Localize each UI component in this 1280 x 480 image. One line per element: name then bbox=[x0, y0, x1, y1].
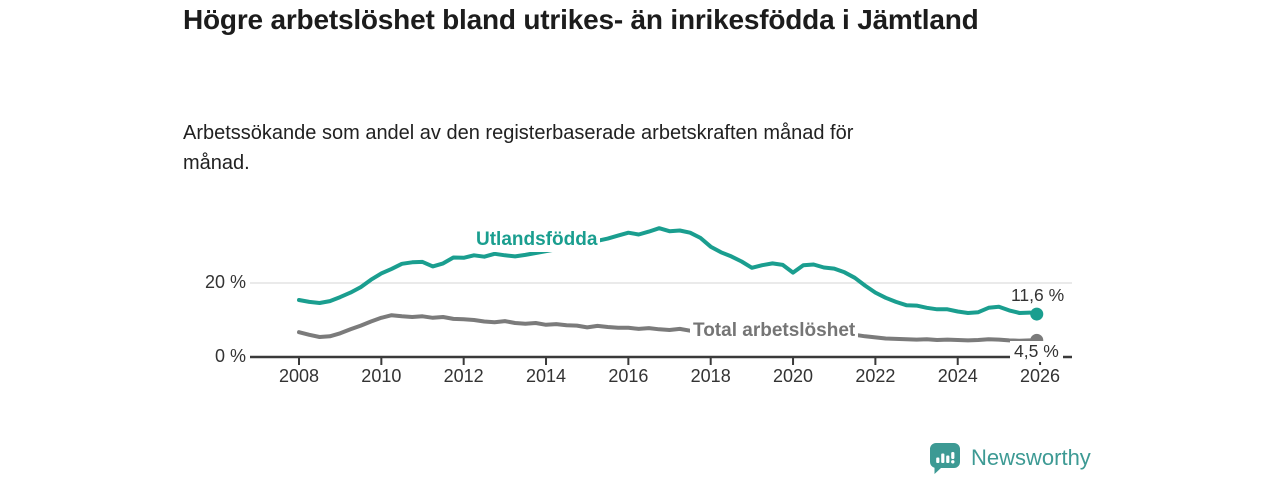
brand-name: Newsworthy bbox=[971, 445, 1091, 470]
x-axis-tick-label: 2016 bbox=[608, 366, 649, 386]
x-axis-tick-label: 2018 bbox=[690, 366, 731, 386]
x-axis-tick-label: 2014 bbox=[525, 366, 567, 386]
series-end-dot-utlandsfodda bbox=[1030, 307, 1044, 321]
x-axis-tick-label: 2008 bbox=[278, 366, 320, 386]
series-label-total-arbetsloshet: Total arbetslöshet bbox=[690, 319, 859, 343]
chart-title: Högre arbetslöshet bland utrikes- än inr… bbox=[183, 4, 979, 35]
x-axis-tick-label: 2010 bbox=[361, 366, 402, 386]
series-line-total bbox=[297, 313, 1039, 343]
x-axis-tick-label: 2020 bbox=[773, 366, 814, 386]
bar-chart-speech-bubble-icon bbox=[930, 443, 960, 474]
y-axis-tick-label: 0 % bbox=[214, 346, 246, 367]
series-line-utlandsfodda bbox=[297, 226, 1039, 317]
chart-subtitle: Arbetssökande som andel av den registerb… bbox=[183, 122, 854, 174]
x-axis-tick-label: 2012 bbox=[443, 366, 484, 386]
end-value-total-arbetsloshet: 4,5 % bbox=[1010, 341, 1063, 362]
x-axis-tick-label: 2026 bbox=[1020, 366, 1061, 386]
series-label-utlandsfodda: Utlandsfödda bbox=[473, 228, 601, 252]
y-axis-tick-label: 20 % bbox=[204, 272, 246, 293]
newsworthy-logo[interactable]: Newsworthy bbox=[928, 441, 1091, 475]
x-axis-tick-label: 2024 bbox=[937, 366, 978, 386]
end-value-utlandsfodda: 11,6 % bbox=[1011, 285, 1065, 305]
x-axis-tick-label: 2022 bbox=[855, 366, 896, 386]
